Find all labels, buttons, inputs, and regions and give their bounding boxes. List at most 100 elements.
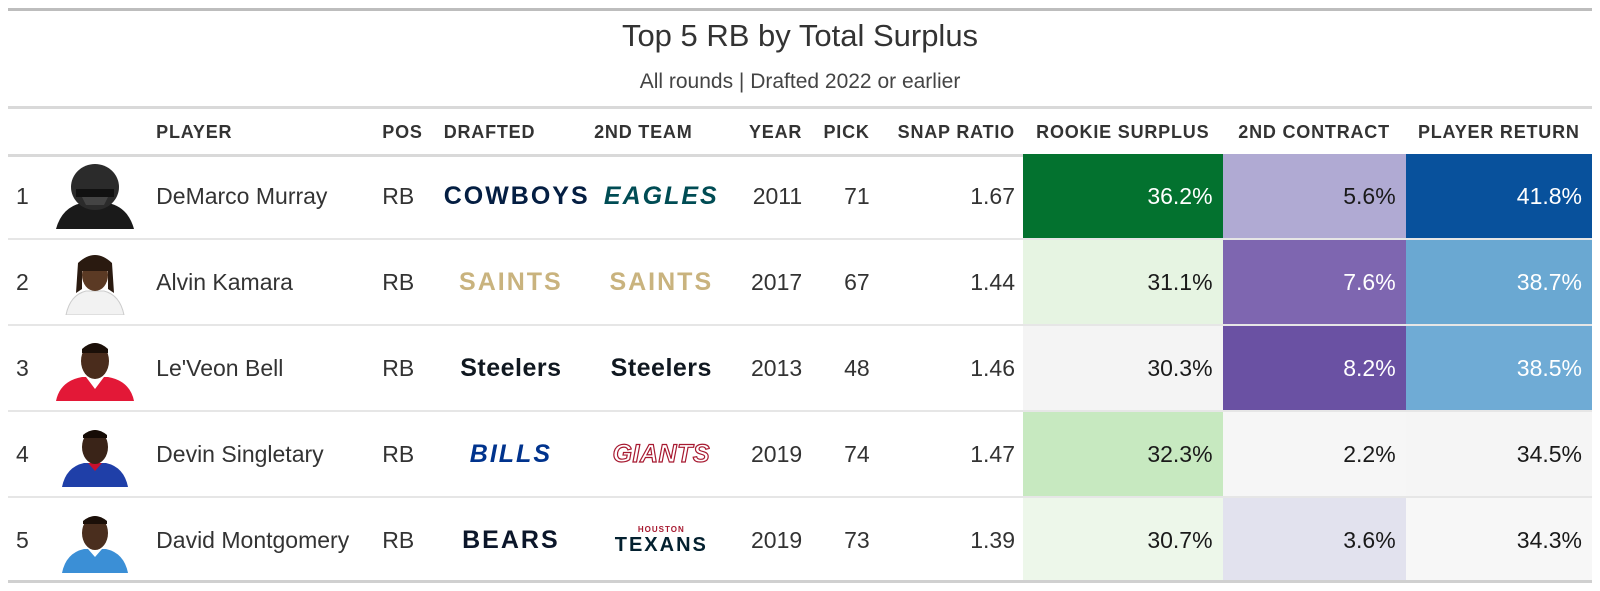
player-name-cell: Devin Singletary [148, 410, 375, 497]
second-contract-cell: 7.6% [1222, 238, 1406, 325]
col-year: YEAR [748, 121, 803, 142]
steelers-wordmark-icon: Steelers [460, 353, 562, 382]
snap-ratio-cell: 1.47 [877, 410, 1023, 497]
headshot-cell [42, 496, 149, 582]
col-player-return: PLAYER RETURN [1417, 121, 1580, 142]
second-team-cell: EAGLES [586, 154, 736, 239]
year-cell: 2017 [736, 238, 811, 325]
header-top-rule [8, 106, 1592, 109]
saints-wordmark-icon: SAINTS [459, 267, 563, 296]
header-bottom-rule [8, 154, 1592, 157]
eagles-wordmark-icon: EAGLES [603, 181, 719, 210]
pick-cell: 71 [844, 182, 870, 209]
second-contract-cell: 8.2% [1222, 324, 1406, 411]
position-cell: RB [374, 238, 436, 325]
col-pos: POS [382, 121, 423, 142]
table-body: 1 DeMarco Murray RB COWBOYS EAGLES 2011 71 1.67… [8, 154, 1592, 582]
player-name-cell: Le'Veon Bell [148, 324, 375, 411]
position-cell: RB [374, 410, 436, 497]
surplus-table: PLAYER POS DRAFTED 2ND TEAM YEAR PICK SN… [8, 110, 1592, 582]
year-cell: 2013 [736, 324, 811, 411]
second-team-cell: GIANTS [586, 410, 737, 497]
position-cell: RB [382, 182, 415, 209]
table-row: 4 Devin Singletary RB BILLS GIANTS 2019 74 1.47… [8, 410, 1592, 497]
table-row: 3 Le'Veon Bell RB Steelers Steelers 2013 48 1.4… [8, 324, 1592, 411]
table-row: 1 DeMarco Murray RB COWBOYS EAGLES 2011 71 1.67… [8, 154, 1592, 239]
year-cell: 2019 [736, 410, 811, 497]
player-return-cell: 38.7% [1405, 238, 1592, 325]
position-cell: RB [374, 496, 436, 582]
player-headshot-icon [51, 507, 140, 573]
headshot-cell [42, 324, 149, 411]
second-contract-cell: 5.6% [1222, 154, 1406, 239]
giants-wordmark-icon: GIANTS [612, 439, 711, 468]
pick-cell: 74 [810, 410, 878, 497]
player-name-cell: DeMarco Murray [156, 182, 328, 209]
rank-cell: 2 [8, 238, 43, 325]
drafted-team-cell: COWBOYS [436, 154, 588, 239]
rank-cell: 4 [8, 410, 43, 497]
snap-ratio-cell: 1.44 [877, 238, 1023, 325]
pick-cell: 48 [810, 324, 878, 411]
steelers-wordmark-icon: Steelers [610, 353, 712, 382]
cowboys-wordmark-icon: COWBOYS [443, 181, 590, 210]
table-subtitle: All rounds | Drafted 2022 or earlier [639, 70, 961, 93]
col-drafted: DRAFTED [443, 121, 536, 142]
player-return-cell: 34.5% [1405, 410, 1592, 497]
drafted-team-cell: SAINTS [435, 238, 587, 325]
rookie-surplus-cell: 32.3% [1023, 410, 1223, 497]
top-rule [8, 8, 1592, 11]
player-return-cell: 38.5% [1405, 324, 1592, 411]
drafted-team-cell: Steelers [435, 324, 587, 411]
drafted-team-cell: BEARS [435, 496, 587, 582]
drafted-team-cell: BILLS [435, 410, 587, 497]
snap-ratio-cell: 1.39 [877, 496, 1023, 582]
table-row: 2 Alvin Kamara RB SAINTS SAINTS 2017 67 1.44 31.… [8, 238, 1592, 325]
player-name-cell: David Montgomery [148, 496, 375, 582]
second-team-cell: SAINTS [586, 238, 737, 325]
player-headshot-icon [51, 163, 140, 229]
pick-cell: 67 [810, 238, 878, 325]
col-pick: PICK [823, 121, 870, 142]
second-team-cell: Steelers [586, 324, 737, 411]
col-second-team: 2ND TEAM [594, 121, 693, 142]
position-cell: RB [374, 324, 436, 411]
player-return-cell: 34.3% [1405, 496, 1592, 582]
table-title: Top 5 RB by Total Surplus [621, 18, 979, 53]
snap-ratio-cell: 1.67 [970, 182, 1015, 209]
header-row: PLAYER POS DRAFTED 2ND TEAM YEAR PICK SN… [8, 110, 1592, 154]
pick-cell: 73 [810, 496, 878, 582]
saints-wordmark-icon: SAINTS [609, 267, 714, 296]
col-headshot [43, 110, 148, 154]
snap-ratio-cell: 1.46 [877, 324, 1023, 411]
second-contract-cell: 2.2% [1222, 410, 1406, 497]
headshot-cell [42, 410, 149, 497]
texans-city-label: HOUSTON [637, 524, 685, 534]
texans-wordmark-icon: TEXANS [614, 533, 708, 556]
headshot-cell [43, 154, 148, 239]
player-headshot-icon [51, 421, 140, 487]
col-second-contract: 2ND CONTRACT [1238, 121, 1390, 142]
rank-cell: 1 [16, 182, 29, 209]
year-cell: 2011 [752, 182, 803, 209]
second-contract-cell: 3.6% [1222, 496, 1406, 582]
rookie-surplus-cell: 36.2% [1023, 154, 1223, 239]
col-player: PLAYER [156, 121, 233, 142]
rank-cell: 3 [8, 324, 43, 411]
player-return-cell: 41.8% [1405, 154, 1592, 239]
col-snap-ratio: SNAP RATIO [897, 121, 1015, 142]
bears-wordmark-icon: BEARS [462, 525, 560, 554]
rookie-surplus-cell: 30.7% [1023, 496, 1223, 582]
year-cell: 2019 [736, 496, 811, 582]
rookie-surplus-cell: 30.3% [1023, 324, 1223, 411]
player-headshot-icon [51, 249, 140, 315]
bills-wordmark-icon: BILLS [469, 439, 552, 468]
table-row: 5 David Montgomery RB BEARS HOUSTON TEXANS 201… [8, 496, 1592, 582]
headshot-cell [42, 238, 149, 325]
player-name-cell: Alvin Kamara [148, 238, 375, 325]
bottom-rule [8, 580, 1592, 583]
second-team-cell: HOUSTON TEXANS [586, 496, 737, 582]
col-rookie-surplus: ROOKIE SURPLUS [1036, 121, 1210, 142]
rookie-surplus-cell: 31.1% [1023, 238, 1223, 325]
player-headshot-icon [51, 335, 140, 401]
